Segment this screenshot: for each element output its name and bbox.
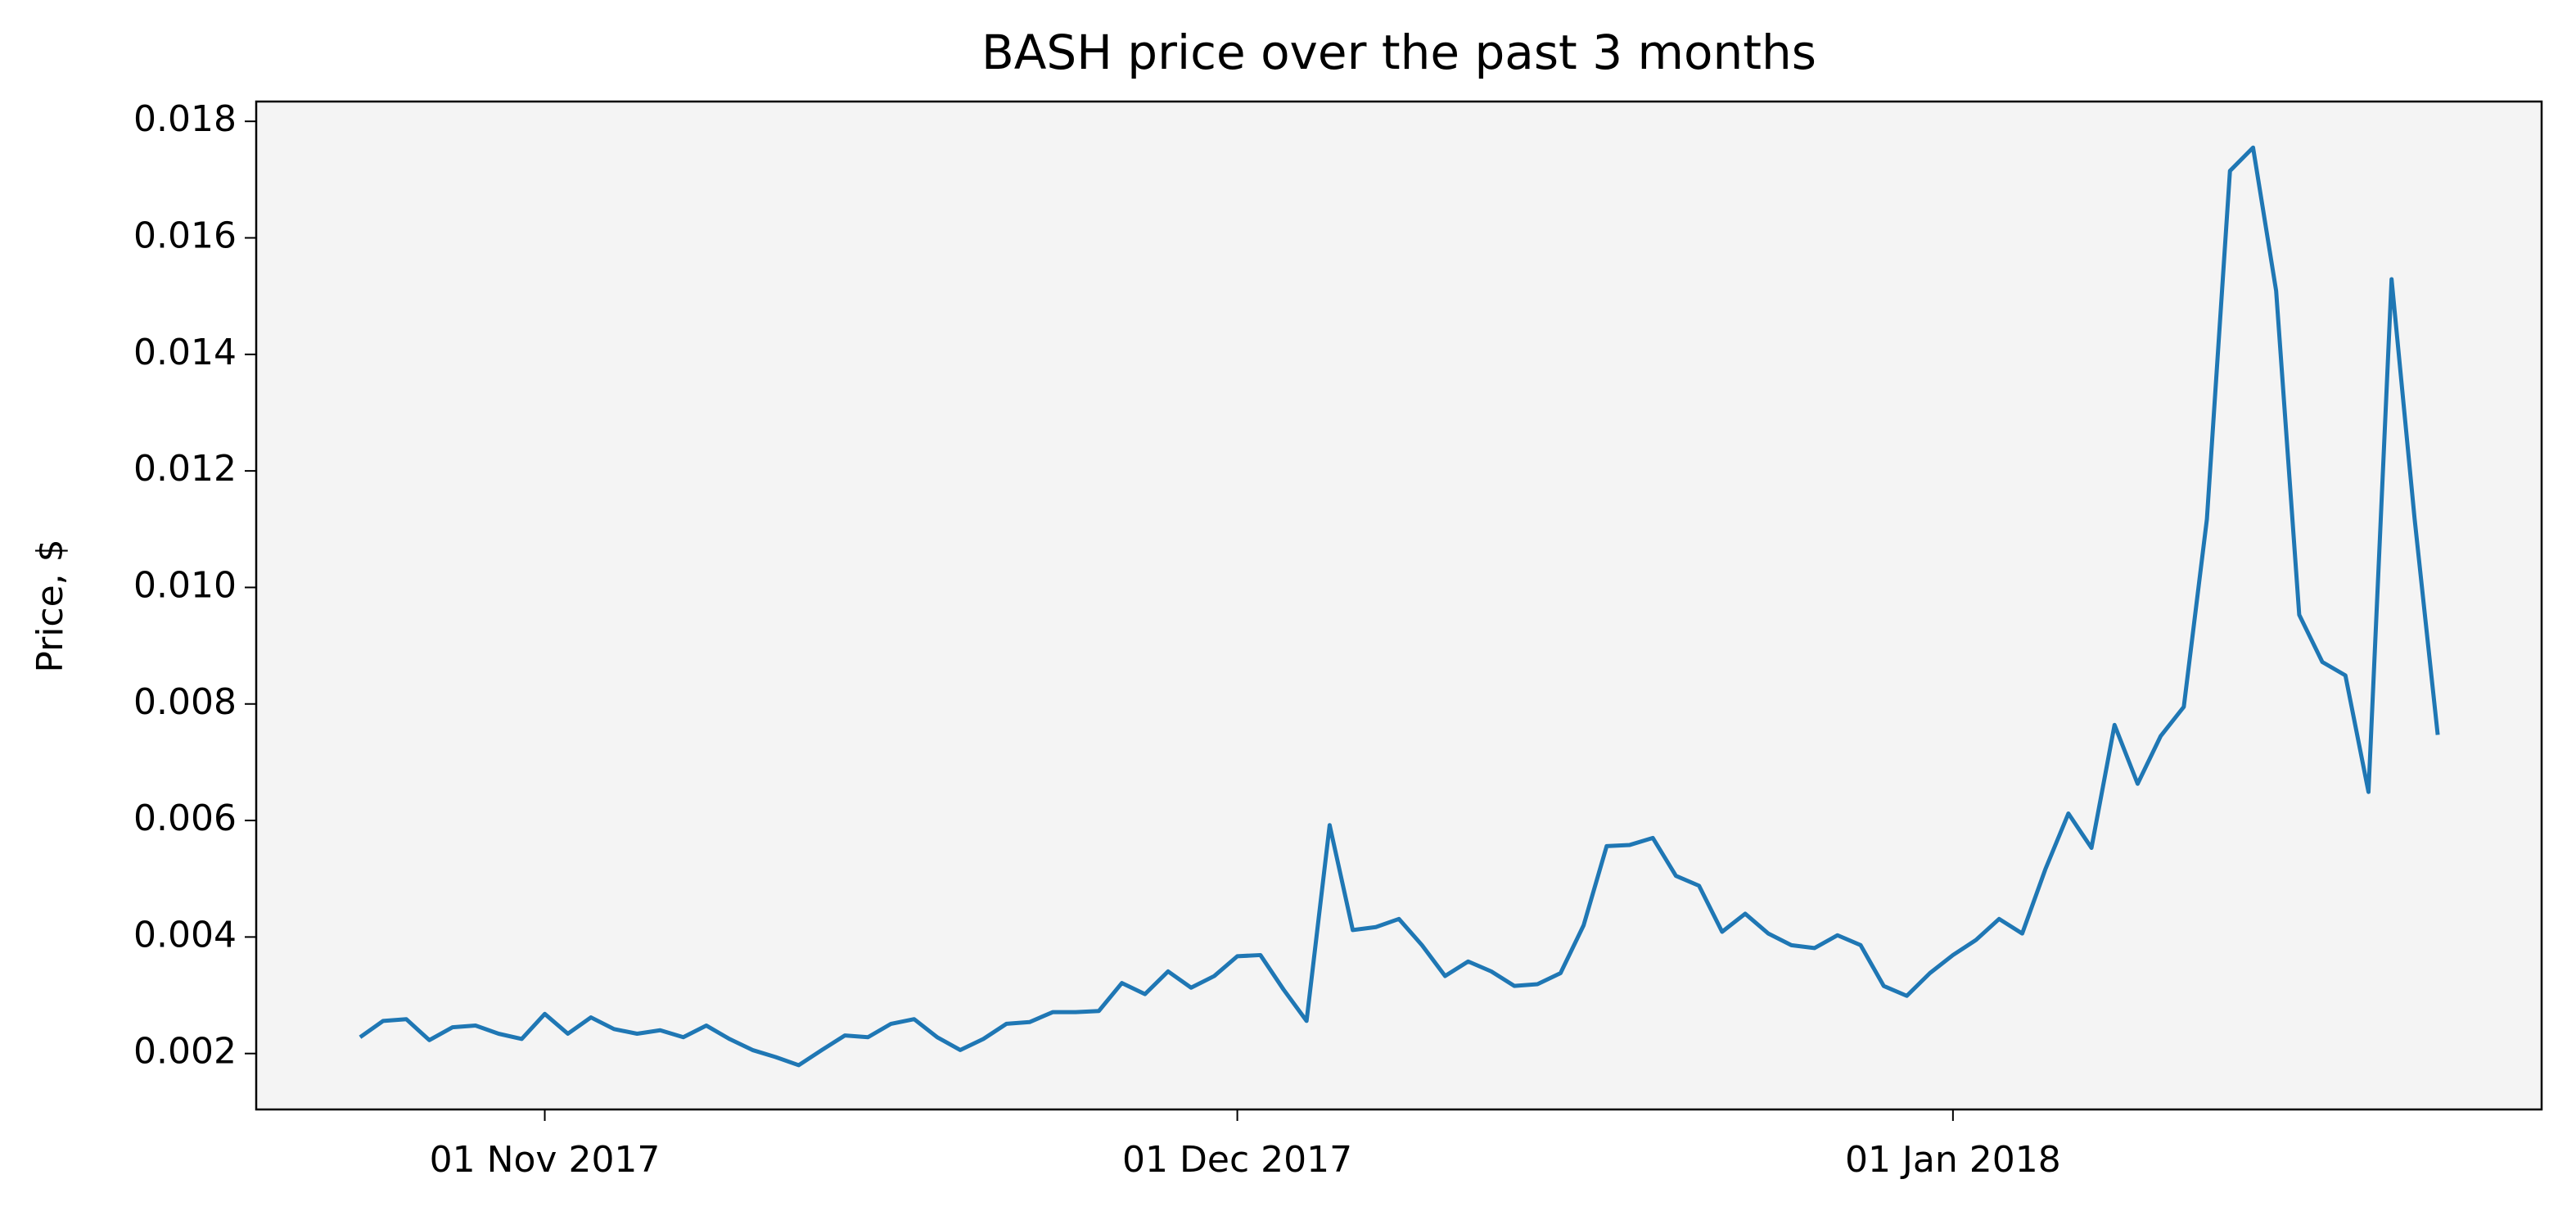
y-tick-label: 0.014 (133, 332, 237, 373)
y-tick-label: 0.002 (133, 1031, 237, 1073)
y-tick-label: 0.004 (133, 914, 237, 956)
y-tick-label: 0.008 (133, 681, 237, 723)
axes-frame (255, 100, 2543, 1111)
x-tick-label: 01 Dec 2017 (1122, 1139, 1352, 1181)
plot-area (256, 102, 2542, 1109)
y-tick-label: 0.006 (133, 798, 237, 839)
chart-title: BASH price over the past 3 months (981, 25, 1816, 80)
x-tick-label: 01 Jan 2018 (1845, 1139, 2061, 1181)
price-line (359, 145, 2440, 1068)
x-tick-label: 01 Nov 2017 (430, 1139, 661, 1181)
y-tick-label: 0.018 (133, 98, 237, 140)
y-tick-label: 0.016 (133, 215, 237, 257)
y-tick-label: 0.010 (133, 564, 237, 606)
y-axis-label: Price, $ (29, 539, 71, 672)
y-tick-label: 0.012 (133, 448, 237, 490)
